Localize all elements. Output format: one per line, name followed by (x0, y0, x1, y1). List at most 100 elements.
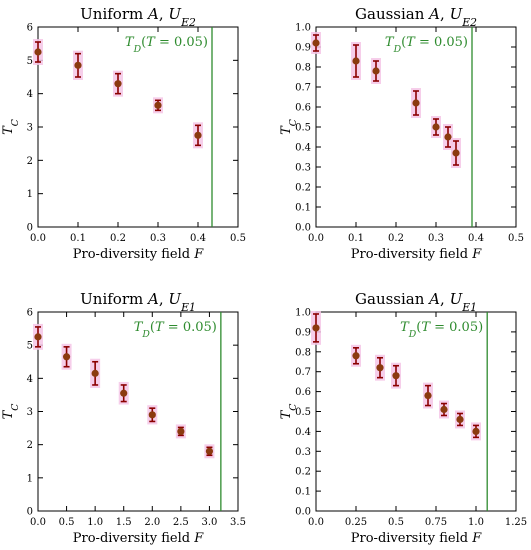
chart-panel: Uniform A, UE1 Pro-diversity field F TC 0.0… (1, 290, 246, 546)
y-tick-label: 0.1 (295, 487, 311, 498)
y-tick-label: 0.7 (295, 83, 311, 94)
x-tick-label: 2.5 (173, 517, 189, 528)
data-point (372, 67, 380, 75)
data-point (120, 389, 128, 397)
data-point (154, 101, 162, 109)
y-tick-label: 6 (27, 308, 33, 319)
y-tick-label: 0.6 (295, 103, 311, 114)
y-tick-label: 0.9 (295, 43, 311, 54)
plot-frame (315, 26, 517, 228)
x-tick-label: 0.3 (428, 233, 444, 244)
y-tick-label: 1 (27, 189, 33, 200)
y-tick-label: 0.8 (295, 347, 311, 358)
x-tick-label: 1.0 (87, 517, 103, 528)
x-tick-label: 0.1 (70, 233, 86, 244)
y-tick-label: 0.1 (295, 203, 311, 214)
y-tick-label: 6 (27, 23, 33, 34)
data-point (62, 353, 71, 361)
y-tick-label: 5 (27, 341, 33, 352)
x-tick-label: 0.75 (425, 517, 447, 528)
x-tick-label: 0.2 (388, 233, 404, 244)
x-tick-label: 3.0 (201, 517, 217, 528)
data-point (352, 57, 360, 65)
data-point (472, 427, 480, 435)
y-tick-label: 0.0 (295, 507, 311, 518)
x-tick-label: 0.4 (190, 233, 206, 244)
data-point (34, 333, 42, 341)
y-tick-label: 3 (27, 407, 33, 418)
x-tick-label: 1.5 (116, 517, 132, 528)
y-tick-label: 0 (27, 223, 33, 234)
y-tick-label: 5 (27, 56, 33, 67)
data-point (352, 352, 360, 360)
y-tick-label: 2 (27, 440, 33, 451)
data-point (440, 405, 448, 414)
x-tick-label: 0.5 (230, 233, 246, 244)
x-tick-label: 3.5 (230, 517, 246, 528)
x-tick-label: 0.5 (388, 517, 404, 528)
y-axis-label: TC (1, 404, 21, 420)
y-tick-label: 0.5 (295, 123, 311, 134)
data-point (205, 447, 214, 455)
data-point (424, 391, 432, 400)
y-tick-label: 2 (27, 156, 33, 167)
chart-title: Gaussian A, UE1 (355, 290, 477, 314)
chart-title: Gaussian A, UE2 (355, 5, 477, 29)
x-tick-label: 0.3 (150, 233, 166, 244)
data-point (444, 133, 452, 141)
reference-line-label: TD(T = 0.05) (125, 35, 208, 55)
chart-title: Uniform A, UE2 (80, 5, 196, 29)
x-tick-label: 0.1 (348, 233, 364, 244)
reference-line-label: TD(T = 0.05) (400, 320, 483, 340)
y-tick-label: 0 (27, 507, 33, 518)
x-tick-label: 1.0 (468, 517, 484, 528)
chart-title: Uniform A, UE1 (80, 290, 196, 314)
data-point (432, 123, 440, 131)
y-tick-label: 0.3 (295, 447, 311, 458)
x-tick-label: 0.2 (110, 233, 126, 244)
y-axis-label: TC (279, 119, 299, 135)
data-point (34, 48, 42, 56)
data-point (177, 427, 185, 435)
x-axis-label: Pro-diversity field F (73, 531, 204, 546)
y-tick-label: 4 (27, 89, 33, 100)
data-point (312, 39, 320, 47)
y-tick-label: 0.7 (295, 367, 311, 378)
x-tick-label: 2.0 (144, 517, 160, 528)
y-axis-label: TC (1, 119, 21, 135)
x-tick-label: 0.0 (30, 517, 46, 528)
data-point (456, 415, 464, 424)
x-tick-label: 0.4 (468, 233, 484, 244)
x-tick-label: 0.5 (508, 233, 524, 244)
y-tick-label: 1.0 (295, 23, 311, 34)
y-tick-label: 0.4 (295, 143, 311, 154)
y-tick-label: 0.2 (295, 467, 311, 478)
y-axis-label: TC (279, 404, 299, 420)
data-point (412, 99, 420, 107)
y-tick-label: 0.2 (295, 183, 311, 194)
y-tick-label: 0.0 (295, 223, 311, 234)
data-point (194, 131, 202, 139)
reference-line-label: TD(T = 0.05) (134, 320, 217, 340)
y-tick-label: 0.6 (295, 387, 311, 398)
x-tick-label: 0.0 (308, 233, 324, 244)
data-point (74, 61, 82, 69)
y-tick-label: 0.5 (295, 407, 311, 418)
plot-frame (315, 311, 517, 512)
plot-frame (37, 311, 239, 512)
y-tick-label: 4 (27, 374, 33, 385)
y-tick-label: 0.3 (295, 163, 311, 174)
y-tick-label: 1.0 (295, 308, 311, 319)
data-point (452, 149, 460, 157)
y-tick-label: 0.8 (295, 63, 311, 74)
x-tick-label: 0.0 (308, 517, 324, 528)
data-point (148, 411, 156, 419)
x-axis-label: Pro-diversity field F (351, 531, 482, 546)
data-point (312, 324, 320, 332)
x-tick-label: 0.5 (59, 517, 75, 528)
y-tick-label: 3 (27, 123, 33, 134)
x-tick-label: 0.0 (30, 233, 46, 244)
